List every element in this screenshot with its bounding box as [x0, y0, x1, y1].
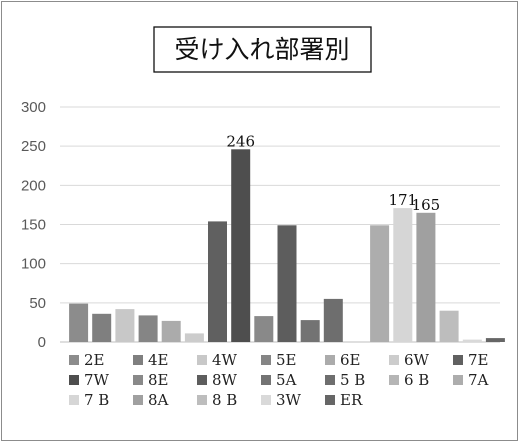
legend-swatch: [325, 355, 335, 365]
bars: [69, 149, 505, 343]
legend-item-5b: 5 B: [325, 371, 365, 389]
bar-4e: [92, 313, 112, 342]
chart-title: 受け入れ部署別: [174, 35, 349, 64]
legend-swatch: [453, 355, 463, 365]
legend-swatch: [133, 395, 143, 405]
legend-swatch: [261, 355, 271, 365]
legend-label: 8E: [148, 371, 169, 389]
legend-swatch: [261, 395, 271, 405]
legend: 2E 4E 4W 5E 6E 6W 7E 7W 8E 8W 5A 5 B 6 B 7A 7 B 8A 8 B 3W…: [69, 351, 489, 409]
legend-label: 2E: [84, 351, 105, 369]
y-tick-label-0: 0: [38, 334, 46, 351]
legend-item-7e: 7E: [453, 351, 489, 369]
y-tick-label-150: 150: [21, 217, 46, 234]
bar-7b: [393, 208, 413, 342]
legend-item-2e: 2E: [69, 351, 105, 369]
legend-swatch: [389, 355, 399, 365]
legend-item-7a: 7A: [453, 371, 489, 389]
bar-8e: [254, 316, 274, 342]
legend-swatch: [197, 395, 207, 405]
legend-label: 5A: [276, 371, 297, 389]
legend-item-5a: 5A: [261, 371, 297, 389]
legend-swatch: [133, 355, 143, 365]
legend-label: 7W: [84, 371, 110, 389]
bar-8b: [439, 310, 459, 342]
legend-item-8b: 8 B: [197, 391, 237, 409]
legend-item-6b: 6 B: [389, 371, 429, 389]
legend-label: 8W: [212, 371, 238, 389]
legend-item-4e: 4E: [133, 351, 169, 369]
y-axis-ticks: 0 50 100 150 200 250 300: [21, 99, 46, 351]
title-box: [153, 26, 372, 73]
legend-label: 7A: [468, 371, 489, 389]
legend-item-8a: 8A: [133, 391, 169, 409]
legend-swatch: [453, 375, 463, 385]
legend-label: 6E: [340, 351, 361, 369]
bar-7e: [208, 221, 227, 342]
legend-item-6w: 6W: [389, 351, 430, 369]
legend-label: 7E: [468, 351, 489, 369]
legend-label: 8 B: [212, 391, 237, 409]
y-tick-label-100: 100: [21, 256, 46, 273]
legend-swatch: [69, 355, 79, 365]
bar-6e: [161, 320, 181, 342]
legend-item-7b: 7 B: [69, 391, 109, 409]
bar-5e: [138, 315, 158, 342]
legend-item-6e: 6E: [325, 351, 361, 369]
y-tick-label-200: 200: [21, 177, 46, 194]
legend-label: 4W: [212, 351, 238, 369]
bar-8w: [277, 225, 297, 342]
legend-swatch: [197, 375, 207, 385]
legend-item-4w: 4W: [197, 351, 238, 369]
bar-7w: [231, 149, 251, 342]
legend-swatch: [325, 375, 335, 385]
bar-5b: [323, 298, 343, 342]
bar-4w: [115, 309, 135, 342]
legend-label: 5E: [276, 351, 297, 369]
bar-8a: [416, 212, 436, 343]
legend-swatch: [133, 375, 143, 385]
legend-label: 7 B: [84, 391, 109, 409]
legend-item-8e: 8E: [133, 371, 169, 389]
legend-label: 4E: [148, 351, 169, 369]
legend-label: ER: [340, 391, 363, 409]
y-tick-label-300: 300: [21, 99, 46, 116]
legend-swatch: [325, 395, 335, 405]
bar-6w: [184, 333, 204, 342]
legend-label: 3W: [276, 391, 302, 409]
legend-swatch: [69, 395, 79, 405]
legend-label: 5 B: [340, 371, 365, 389]
legend-item-5e: 5E: [261, 351, 297, 369]
bar-er: [485, 338, 505, 342]
y-tick-label-250: 250: [21, 138, 46, 155]
legend-swatch: [261, 375, 271, 385]
legend-label: 8A: [148, 391, 169, 409]
legend-swatch: [197, 355, 207, 365]
legend-label: 6W: [404, 351, 430, 369]
chart-title-box: 受け入れ部署別: [153, 26, 372, 73]
data-label-8a: 165: [412, 196, 441, 214]
data-label-7b: 171: [388, 191, 417, 209]
bar-2e: [69, 303, 89, 342]
bar-3w: [462, 339, 482, 342]
legend-item-7w: 7W: [69, 371, 110, 389]
bar-5a: [300, 320, 320, 342]
legend-label: 6 B: [404, 371, 429, 389]
bar-7a: [370, 225, 390, 342]
legend-swatch: [69, 375, 79, 385]
legend-swatch: [389, 375, 399, 385]
legend-item-3w: 3W: [261, 391, 302, 409]
legend-item-er: ER: [325, 391, 363, 409]
data-label-7w: 246: [226, 132, 255, 150]
y-tick-label-50: 50: [29, 295, 46, 312]
legend-item-8w: 8W: [197, 371, 238, 389]
